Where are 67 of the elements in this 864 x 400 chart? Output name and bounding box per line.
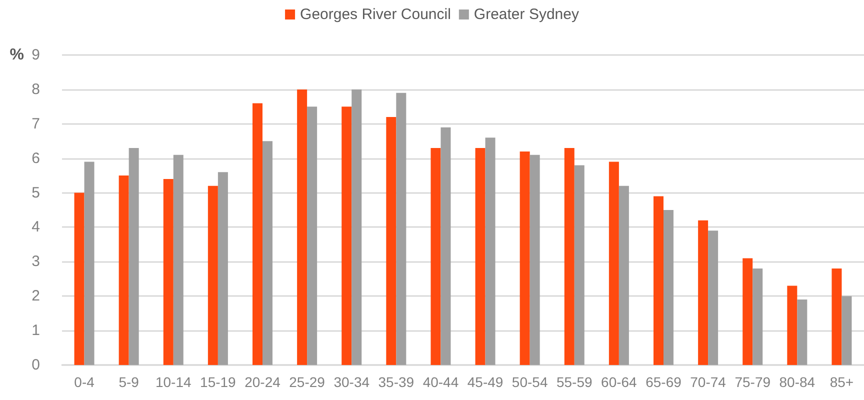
- x-tick-label: 10-14: [155, 374, 192, 390]
- y-tick-label: 9: [32, 46, 40, 64]
- x-tick-label: 40-44: [422, 374, 459, 390]
- bar: [475, 148, 486, 365]
- x-tick-label: 5-9: [118, 374, 140, 390]
- legend-label: Greater Sydney: [474, 6, 580, 23]
- x-tick-label: 65-69: [646, 374, 682, 390]
- bar: [742, 258, 753, 365]
- bar: [84, 162, 94, 365]
- bar: [797, 300, 808, 365]
- bar: [307, 106, 318, 365]
- y-tick-label: 3: [32, 253, 40, 270]
- y-tick-label: 2: [32, 288, 40, 305]
- bar: [698, 220, 708, 365]
- bar: [262, 141, 272, 365]
- x-tick-label: 25-29: [289, 374, 326, 390]
- bar: [530, 154, 540, 365]
- x-tick-label: 80-84: [779, 374, 816, 390]
- x-tick-label: 30-34: [334, 374, 370, 390]
- y-tick-label: 5: [32, 184, 40, 202]
- bar: [218, 172, 228, 365]
- y-tick-label: 6: [32, 150, 40, 167]
- bar: [118, 176, 129, 365]
- bar: [208, 186, 218, 365]
- bar: [608, 162, 619, 365]
- bar: [618, 186, 629, 365]
- x-tick-label: 15-19: [200, 374, 236, 390]
- bar: [520, 151, 530, 365]
- x-tick-label: 70-74: [690, 374, 726, 390]
- x-tick-label: 55-59: [556, 374, 593, 390]
- x-tick-label: 50-54: [512, 374, 548, 390]
- legend-label: Georges River Council: [300, 6, 451, 23]
- bar: [128, 148, 139, 365]
- bar: [173, 154, 184, 365]
- x-tick-label: 35-39: [378, 374, 414, 390]
- bar: [386, 117, 396, 365]
- bar: [342, 106, 352, 365]
- bar: [352, 89, 362, 365]
- x-tick-label: 85+: [830, 374, 854, 390]
- y-tick-label: 7: [32, 115, 40, 132]
- bar: [430, 148, 441, 365]
- bar: [787, 286, 798, 365]
- bar: [252, 103, 262, 365]
- x-tick-label: 0-4: [74, 374, 95, 390]
- y-tick-label: 4: [32, 218, 40, 236]
- bar: [440, 127, 451, 365]
- bar: [74, 192, 84, 365]
- bar: [832, 268, 842, 365]
- bar: [485, 138, 496, 365]
- x-tick-label: 20-24: [244, 374, 281, 390]
- bar: [654, 196, 664, 365]
- bar: [163, 179, 174, 365]
- bar: [574, 165, 584, 365]
- bar: [297, 89, 308, 365]
- bar: [564, 148, 574, 365]
- y-tick-label: 8: [32, 80, 40, 98]
- x-tick-label: 75-79: [734, 374, 771, 390]
- x-tick-label: 45-49: [467, 374, 504, 390]
- y-tick-label: 0: [32, 356, 40, 374]
- bar: [708, 230, 718, 365]
- y-axis-title: %: [10, 46, 24, 64]
- bar: [396, 92, 406, 365]
- bar: [752, 268, 763, 365]
- x-tick-label: 60-64: [601, 374, 638, 390]
- y-tick-label: 1: [32, 322, 40, 340]
- bar: [842, 296, 852, 365]
- bar: [664, 210, 674, 365]
